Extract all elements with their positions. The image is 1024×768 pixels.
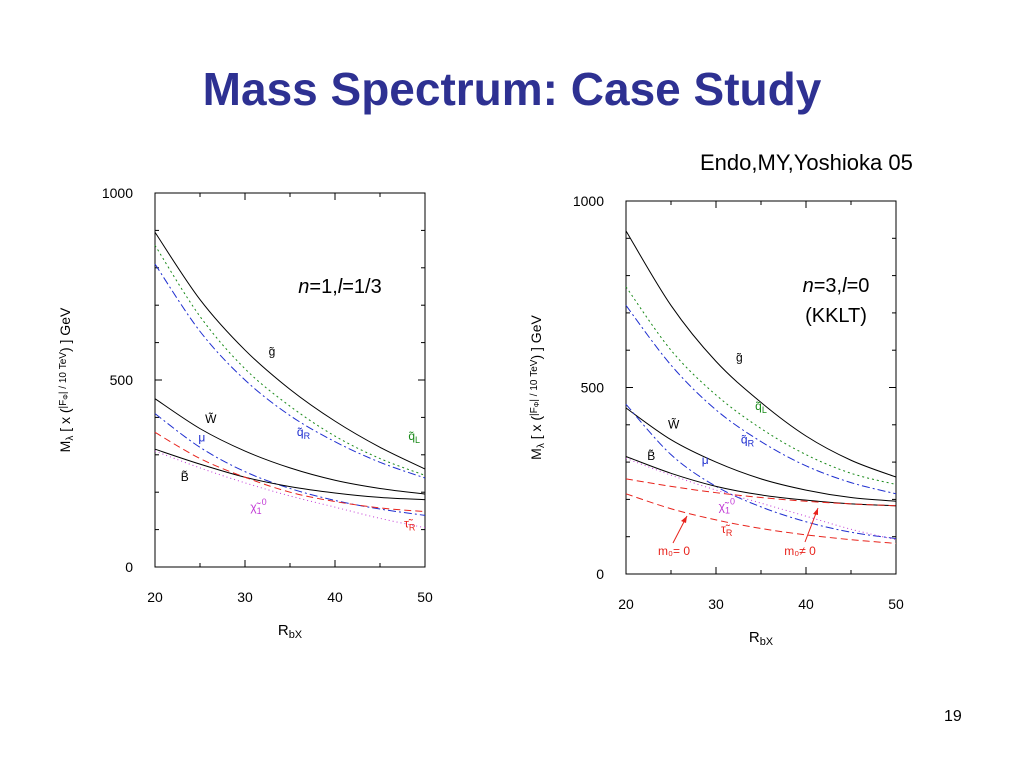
panel-label: n=1,l=1/3 <box>298 276 381 298</box>
reference-citation: Endo,MY,Yoshioka 05 <box>700 150 913 175</box>
y-axis-label: Mλ [ x (|FΦ| / 10 TeV) ] GeV <box>57 307 76 452</box>
slide-title: Mass Spectrum: Case Study <box>202 63 822 115</box>
series-label: μ <box>198 431 205 445</box>
series-label: B̃ <box>647 448 655 463</box>
annotation-arrowhead <box>681 516 687 523</box>
x-axis-label: RbX <box>749 629 774 648</box>
y-tick-label: 0 <box>125 559 133 575</box>
series-label: W̃ <box>205 411 217 426</box>
series-label: q̃L <box>755 399 767 415</box>
series-label: q̃R <box>741 432 755 448</box>
panel-sublabel: (KKLT) <box>805 305 867 327</box>
series-line-6 <box>154 431 426 513</box>
series-line-7 <box>625 478 897 507</box>
left-chart: 20 30 40 5005001000g̃q̃Lq̃RW̃μB̃τ̃Rχ̃10n=1,… <box>57 185 433 641</box>
series-line-2 <box>625 305 897 495</box>
series-label: q̃L <box>408 429 420 445</box>
series-label: g̃ <box>269 345 276 359</box>
y-tick-label: 0 <box>596 566 604 582</box>
x-tick-label: 30 <box>237 589 253 605</box>
y-tick-label: 500 <box>581 380 605 396</box>
series-line-0 <box>154 231 426 470</box>
series-line-3 <box>625 407 897 502</box>
page-number: 19 <box>944 708 962 725</box>
x-tick-label: 50 <box>888 596 904 612</box>
series-label: χ̃10 <box>250 497 266 516</box>
y-tick-label: 1000 <box>102 185 133 201</box>
annotation-arrowhead <box>813 508 818 515</box>
series-line-8 <box>625 493 897 544</box>
y-tick-label: 1000 <box>573 193 604 209</box>
series-line-5 <box>154 448 426 501</box>
plot-frame <box>154 192 426 568</box>
series-label: τ̃R <box>721 522 733 538</box>
series-line-3 <box>154 398 426 495</box>
panel-label: n=3,l=0 <box>803 275 870 297</box>
annotation-m0-zero: m₀= 0 <box>658 544 690 558</box>
annotation-m0-nonzero: m₀≠ 0 <box>784 544 816 558</box>
x-axis-label: RbX <box>278 622 303 641</box>
series-line-2 <box>154 263 426 479</box>
series-label: τ̃R <box>404 517 416 533</box>
x-tick-label: 40 <box>798 596 814 612</box>
x-tick-label: 50 <box>417 589 433 605</box>
series-line-7 <box>154 450 426 529</box>
series-label: μ <box>702 453 709 467</box>
x-tick-label: 20 <box>618 596 634 612</box>
series-label: g̃ <box>736 350 743 364</box>
series-label: χ̃10 <box>719 497 735 516</box>
x-tick-label: 30 <box>708 596 724 612</box>
series-line-4 <box>625 403 897 540</box>
plot-frame <box>625 200 897 575</box>
y-tick-label: 500 <box>110 372 134 388</box>
right-chart: 20 30 40 5005001000g̃q̃Lq̃RW̃μB̃χ̃10τ̃Rn=3,… <box>528 193 904 648</box>
y-axis-label: Mλ [ x (|FΦ| / 10 TeV) ] GeV <box>528 315 547 460</box>
x-tick-label: 40 <box>327 589 343 605</box>
series-label: B̃ <box>181 469 189 484</box>
series-line-1 <box>154 245 426 476</box>
series-label: q̃R <box>297 425 311 441</box>
series-line-6 <box>625 457 897 541</box>
series-label: W̃ <box>668 417 680 432</box>
x-tick-label: 20 <box>147 589 163 605</box>
series-line-4 <box>154 413 426 516</box>
series-line-0 <box>625 230 897 478</box>
